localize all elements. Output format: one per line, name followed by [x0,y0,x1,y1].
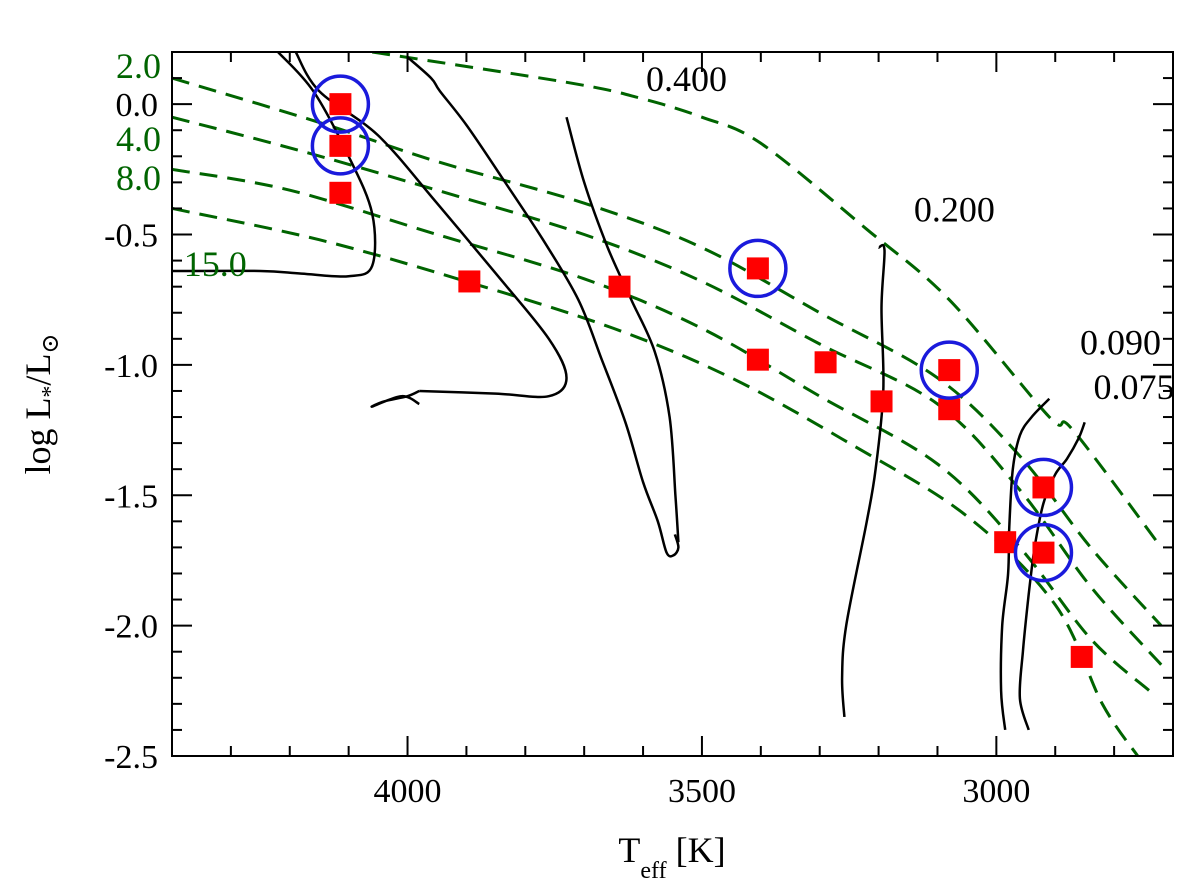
data-point [458,270,481,293]
annotation-layer: 0.6000.4000.2000.0900.0750.52.04.08.015.… [116,46,1175,407]
data-point [870,390,893,413]
isochrone-age-label: 8.0 [116,158,161,198]
mass-track-label: 0.200 [914,189,995,229]
highlight-circle [728,238,788,299]
mass-track-label: 0.075 [1094,367,1175,407]
data-point [1032,541,1055,564]
isochrone-line [172,115,1163,666]
isochrone-age-label: 15.0 [184,244,247,284]
highlight-circle [1013,457,1074,518]
isochrone-line [371,52,1163,549]
highlight-circle-layer [310,74,1074,583]
data-point [938,398,961,421]
y-tick-label: -2.0 [104,609,158,646]
mass-track-line [294,52,568,399]
data-point [1032,476,1055,499]
mass-track-line [999,397,1051,731]
data-point [746,257,769,280]
plot-frame [171,51,1174,757]
data-point-layer [329,93,1093,668]
isochrone-line [172,167,1151,692]
data-point [994,531,1017,554]
data-point [608,275,631,298]
axis-tick-layer: 4000 3500 3000 0.0 -0.5 -1.0 -1.5 -2.0 -2.5 [104,52,1173,810]
mass-track-line [840,243,886,717]
data-point [329,181,352,204]
x-axis-label: Teff [K] [618,830,725,884]
data-point [329,134,352,157]
y-tick-label: -1.5 [104,478,158,515]
mass-track-line [172,52,377,278]
isochrone-line [172,206,1139,756]
highlight-circle [310,74,371,134]
data-point [746,348,769,371]
y-axis-label: log L*/L⊙ [18,333,64,474]
isochrone-age-label: 4.0 [116,119,161,159]
mass-track-label: 0.090 [1080,322,1161,362]
data-point [814,351,837,374]
y-tick-label: -1.0 [104,348,158,385]
mass-track-line [370,389,420,408]
y-tick-label: -0.5 [104,218,158,255]
highlight-circle [919,340,979,400]
data-point [938,359,961,382]
data-point [1070,645,1093,668]
isochrone-age-label: 2.0 [116,46,161,86]
mass-track-line [406,56,680,558]
y-tick-label: -2.5 [104,739,158,776]
x-tick-label: 3000 [962,773,1030,810]
mass-track-label: 0.400 [646,59,727,99]
highlight-circle [310,116,371,176]
x-tick-label: 4000 [374,773,442,810]
mass-track-line [565,116,680,543]
y-tick-label: 0.0 [116,87,159,124]
highlight-circle [1013,522,1074,583]
data-point [329,93,352,116]
x-tick-label: 3500 [668,773,736,810]
